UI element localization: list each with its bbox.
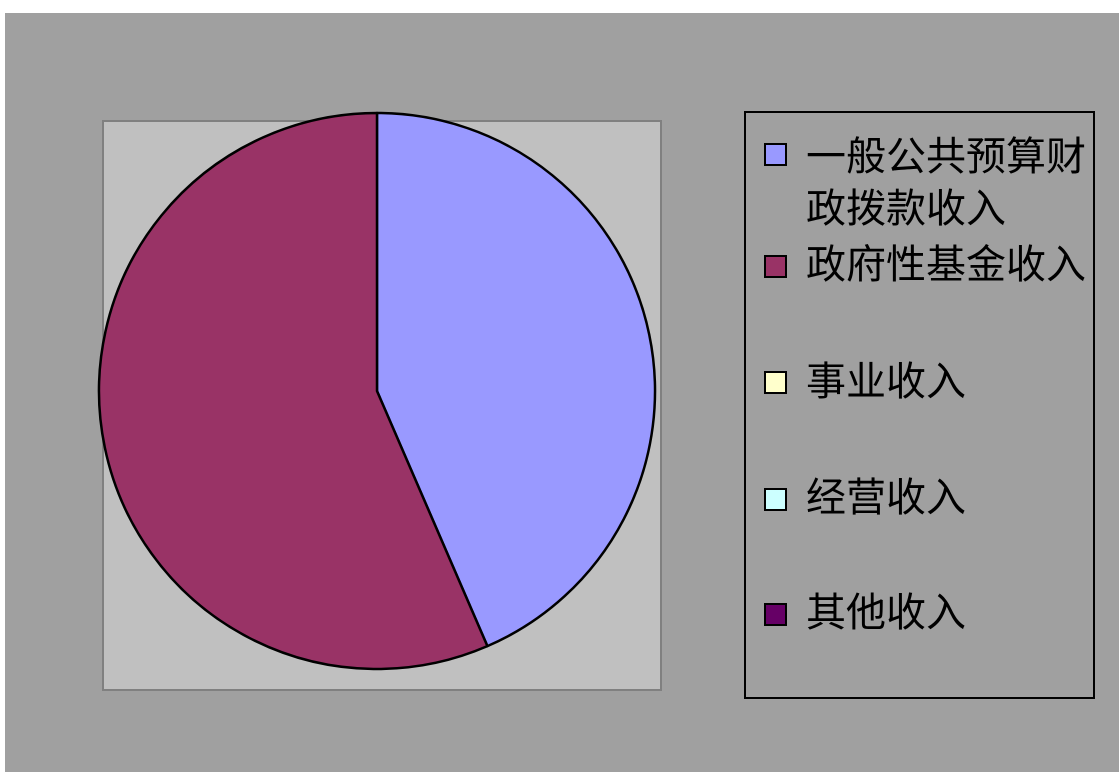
legend-swatch [764,255,787,278]
legend-label: 一般公共预算财政拨款收入 [806,134,1086,232]
chart-area: 一般公共预算财政拨款收入 政府性基金收入 事业收入 经营收入 其他收入 [5,13,1119,772]
legend: 一般公共预算财政拨款收入 政府性基金收入 事业收入 经营收入 其他收入 [744,111,1095,699]
legend-label: 经营收入 [806,475,966,521]
pie-chart [97,111,657,671]
legend-item-other-income: 其他收入 [758,587,1093,639]
legend-swatch [764,603,787,626]
legend-label: 其他收入 [806,590,966,636]
pie-slice-0 [375,111,657,648]
legend-label: 事业收入 [806,359,966,405]
legend-item-government-fund: 政府性基金收入 [758,239,1093,343]
legend-swatch [764,488,787,511]
legend-item-general-budget: 一般公共预算财政拨款收入 [758,131,1093,235]
legend-swatch [764,143,787,166]
legend-swatch [764,371,787,394]
legend-item-operating-income: 经营收入 [758,472,1093,524]
pie-slice-1 [97,111,489,671]
legend-label: 政府性基金收入 [806,242,1086,288]
legend-item-business-income: 事业收入 [758,356,1093,408]
